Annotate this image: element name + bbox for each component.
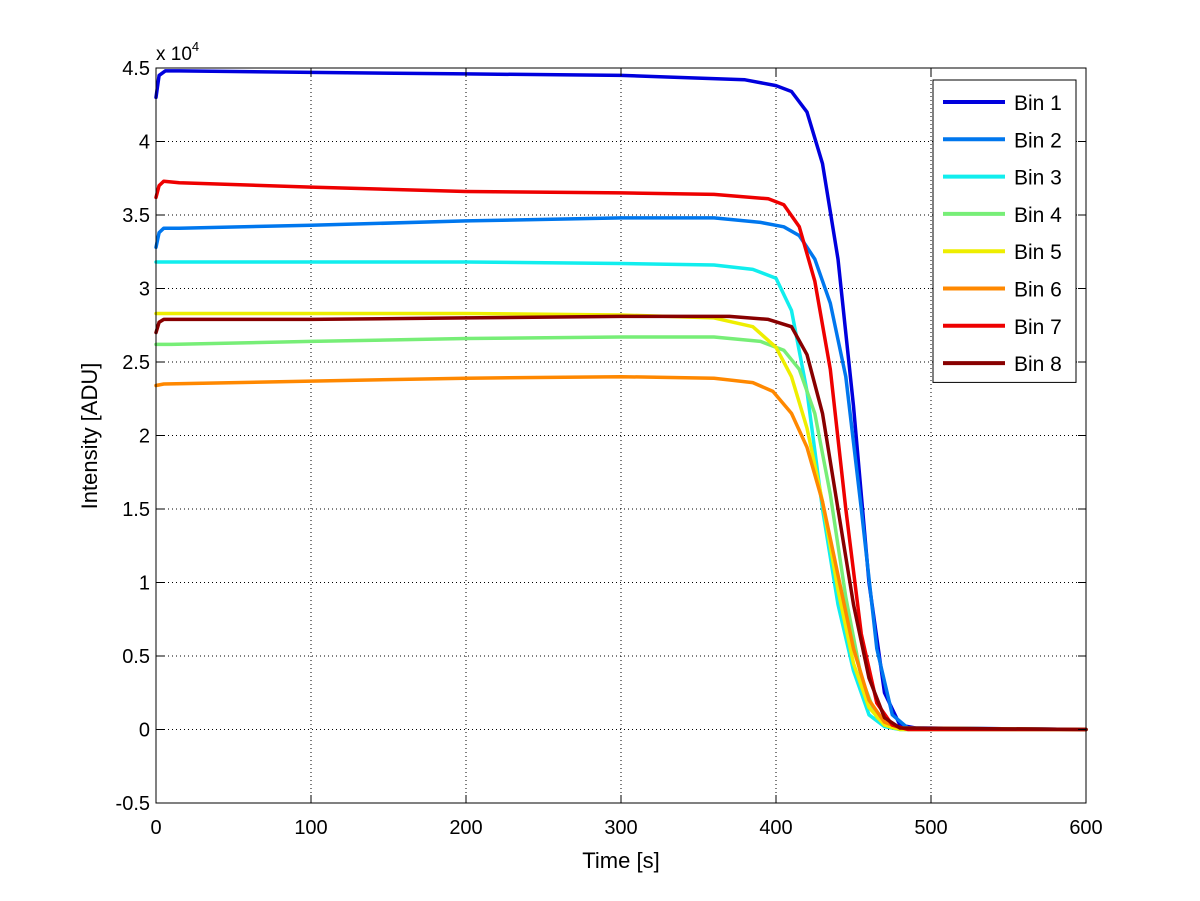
y-tick-label: 1 xyxy=(139,573,150,595)
y-tick-label: 4 xyxy=(139,132,150,154)
x-tick-label: 100 xyxy=(294,817,327,839)
y-tick-label: 4.5 xyxy=(122,58,150,80)
series-line-bin-8 xyxy=(154,314,1088,732)
x-tick-label: 500 xyxy=(914,817,947,839)
y-tick-label: 0 xyxy=(139,720,150,742)
legend-label: Bin 8 xyxy=(1014,353,1062,376)
legend-label: Bin 6 xyxy=(1014,279,1062,302)
legend-label: Bin 4 xyxy=(1014,204,1062,227)
series-line-bin-1 xyxy=(154,69,1088,732)
series-line-bin-5 xyxy=(154,311,1088,732)
legend: Bin 1 Bin 2 Bin 3 Bin 4 Bin 5 Bin 6 Bin 7 Bin 8 xyxy=(932,79,1077,383)
series-line-bin-2 xyxy=(154,216,1088,732)
y-multiplier-exponent: 4 xyxy=(192,39,199,54)
legend-label: Bin 2 xyxy=(1014,129,1062,152)
x-tick-label: 0 xyxy=(150,817,161,839)
axis-ticks xyxy=(155,67,1087,804)
y-multiplier-base: x 10 xyxy=(156,44,192,65)
legend-label: Bin 3 xyxy=(1014,167,1062,190)
legend-label: Bin 1 xyxy=(1014,92,1062,115)
y-axis-label: Intensity [ADU] xyxy=(77,363,102,510)
legend-box xyxy=(932,79,1077,383)
series-line-bin-6 xyxy=(154,374,1088,732)
legend-label: Bin 5 xyxy=(1014,241,1062,264)
x-tick-label: 200 xyxy=(449,817,482,839)
grid-lines xyxy=(156,68,1086,803)
y-multiplier-label: x 104 xyxy=(156,39,199,65)
series-lines xyxy=(154,69,1088,732)
y-tick-label: -0.5 xyxy=(116,793,150,815)
series-line-bin-3 xyxy=(154,260,1088,732)
x-tick-label: 300 xyxy=(604,817,637,839)
x-tick-label: 400 xyxy=(759,817,792,839)
y-tick-label: 2 xyxy=(139,426,150,448)
y-tick-label: 3.5 xyxy=(122,205,150,227)
y-tick-label: 1.5 xyxy=(122,499,150,521)
series-line-bin-7 xyxy=(154,179,1088,732)
y-tick-label: 2.5 xyxy=(122,352,150,374)
y-tick-label: 3 xyxy=(139,279,150,301)
x-tick-label: 600 xyxy=(1069,817,1102,839)
y-tick-label: 0.5 xyxy=(122,646,150,668)
x-axis-label: Time [s] xyxy=(582,848,659,873)
legend-label: Bin 7 xyxy=(1014,316,1062,339)
tick-labels: 0 100 200 300 400 500 600-0.500.511.522.533.54… xyxy=(116,58,1103,839)
